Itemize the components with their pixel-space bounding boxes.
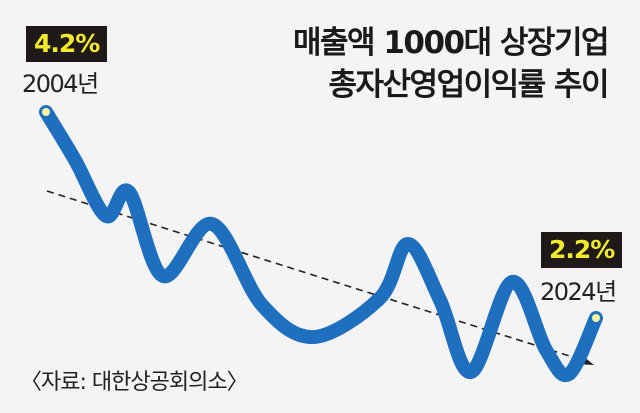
end-value-badge: 2.2% [541,232,623,268]
start-point [42,108,50,116]
start-year-label: 2004년 [22,70,99,98]
end-year-label: 2024년 [540,278,617,306]
title-line-2: 총자산영업이익률 추이 [328,67,610,103]
trend-line [46,190,583,361]
source-note: 〈자료: 대한상공회의소〉 [20,370,249,395]
series-line [39,105,603,383]
title-line-1: 매출액 1000대 상장기업 [292,25,610,61]
start-value-badge: 4.2% [26,26,108,62]
end-point [592,314,600,322]
chart-title: 매출액 1000대 상장기업 총자산영업이익률 추이 [292,22,610,106]
